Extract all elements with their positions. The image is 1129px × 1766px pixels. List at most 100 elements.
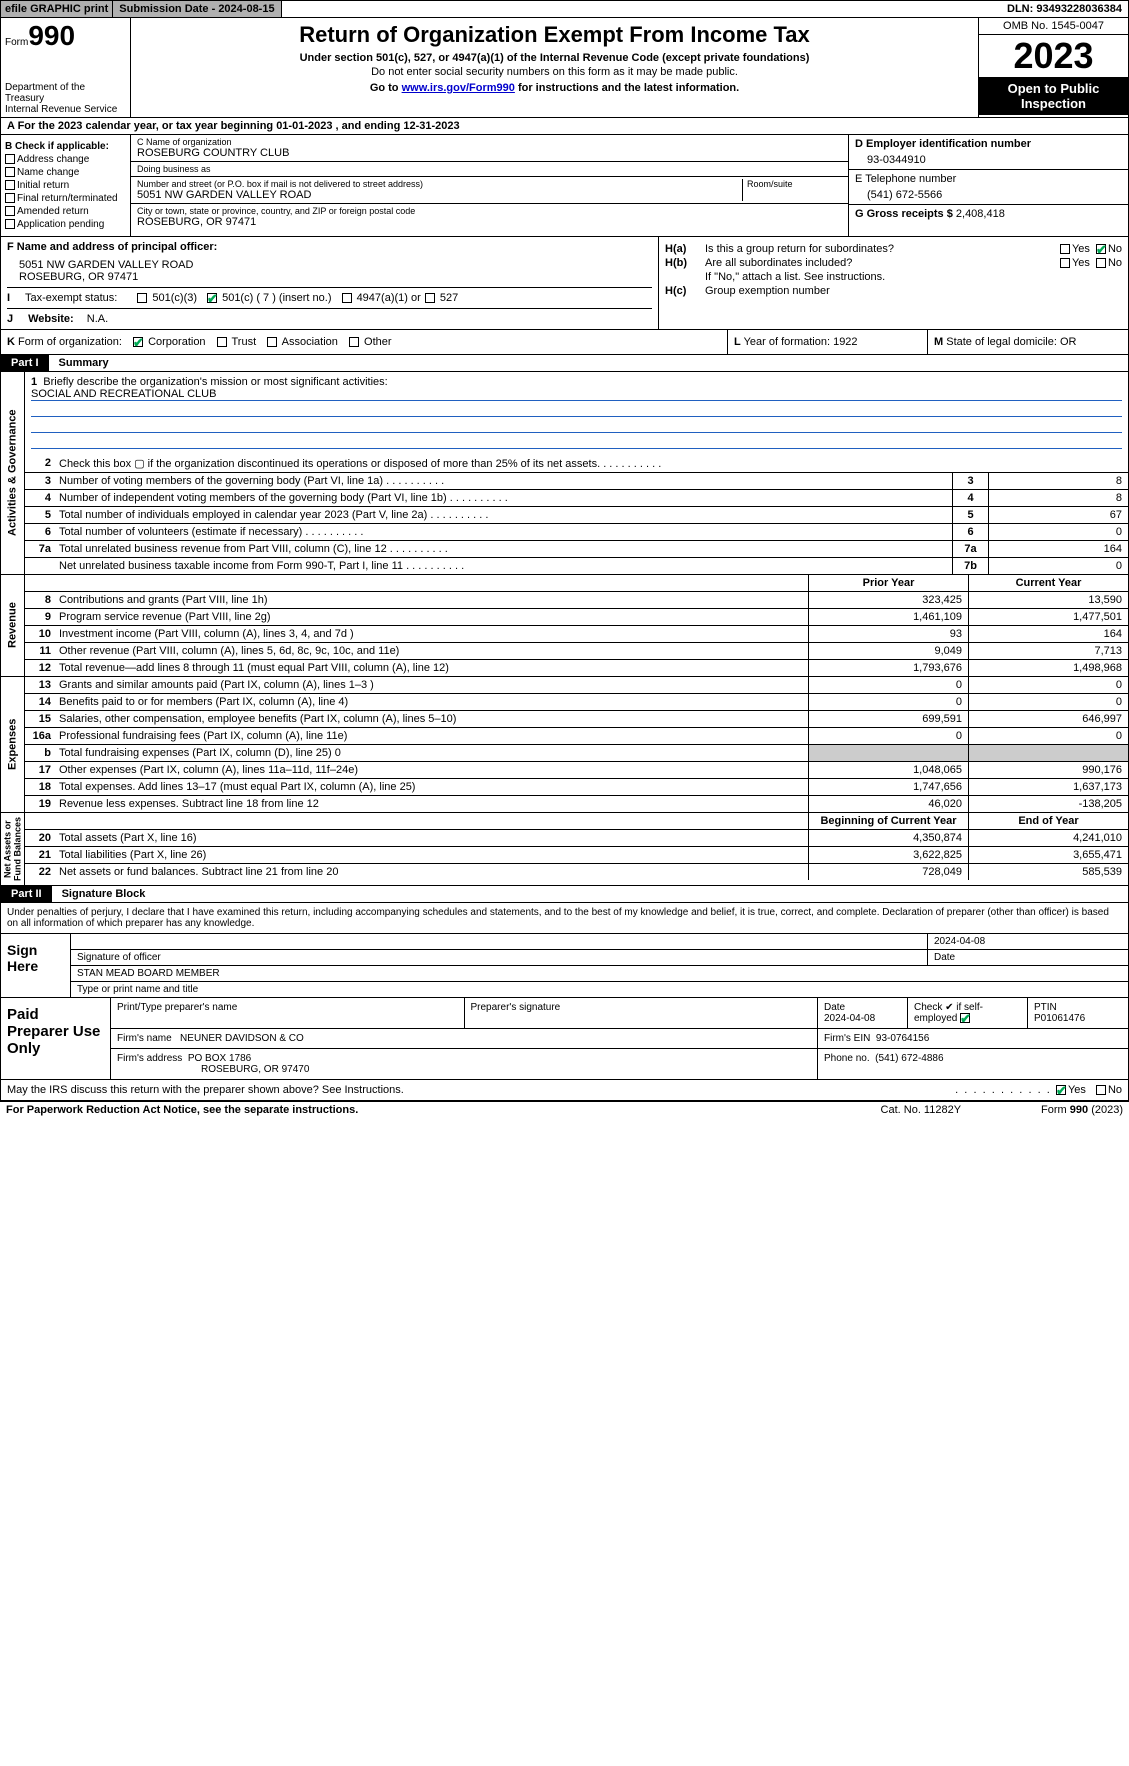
form-title: Return of Organization Exempt From Incom… [135,22,974,48]
h-a: H(a) Is this a group return for subordin… [665,243,1122,255]
checkbox-icon[interactable] [1060,244,1070,254]
form-number: 990 [28,20,75,51]
expenses-table: Expenses 13Grants and similar amounts pa… [0,677,1129,813]
paid-firm: Firm's name NEUNER DAVIDSON & CO Firm's … [111,1029,1128,1049]
ptin: P01061476 [1034,1013,1085,1024]
exp-row: 17Other expenses (Part IX, column (A), l… [25,762,1128,779]
checkbox-icon[interactable] [217,337,227,347]
col-b-title: B Check if applicable: [5,141,126,152]
checkbox-icon[interactable] [960,1013,970,1023]
checkbox-icon[interactable] [425,293,435,303]
vtab-netassets: Net Assets or Fund Balances [1,813,25,885]
part1-header: Part I Summary [0,355,1129,372]
submission-date: Submission Date - 2024-08-15 [113,1,281,17]
row-k: K Form of organization: Corporation Trus… [1,330,728,354]
org-name: ROSEBURG COUNTRY CLUB [137,147,842,159]
paid-preparer-block: Paid Preparer Use Only Print/Type prepar… [0,998,1129,1080]
exp-row: 19Revenue less expenses. Subtract line 1… [25,796,1128,812]
chk-final: Final return/terminated [5,193,126,204]
paid-addr: Firm's address PO BOX 1786ROSEBURG, OR 9… [111,1049,1128,1079]
checkbox-icon[interactable] [5,154,15,164]
row-m: M State of legal domicile: OR [928,330,1128,354]
tax-year: 2023 [979,35,1128,77]
form-header: Form990 Department of the Treasury Inter… [0,18,1129,118]
gov-row: 6Total number of volunteers (estimate if… [25,524,1128,541]
dln: DLN: 93493228036384 [1001,1,1128,17]
paid-hdr: Print/Type preparer's name Preparer's si… [111,998,1128,1029]
checkbox-icon[interactable] [5,193,15,203]
header-right: OMB No. 1545-0047 2023 Open to Public In… [978,18,1128,117]
footer: For Paperwork Reduction Act Notice, see … [0,1101,1129,1118]
open-inspection: Open to Public Inspection [979,77,1128,115]
sign-here-label: Sign Here [1,934,71,997]
checkbox-icon[interactable] [207,293,217,303]
website: N.A. [87,313,108,325]
gross-receipts: 2,408,418 [956,208,1005,220]
checkbox-icon[interactable] [137,293,147,303]
col-h: H(a) Is this a group return for subordin… [658,237,1128,329]
vtab-governance: Activities & Governance [1,372,25,574]
irs-link[interactable]: www.irs.gov/Form990 [402,82,515,94]
na-row: 20Total assets (Part X, line 16)4,350,87… [25,830,1128,847]
gov-row: Net unrelated business taxable income fr… [25,558,1128,574]
h-c: H(c)Group exemption number [665,285,1122,297]
revenue-table: Revenue Prior Year Current Year 8Contrib… [0,575,1129,677]
exp-row: 16aProfessional fundraising fees (Part I… [25,728,1128,745]
checkbox-icon[interactable] [5,180,15,190]
org-name-row: C Name of organization ROSEBURG COUNTRY … [131,135,848,162]
checkbox-icon[interactable] [349,337,359,347]
phone-cell: E Telephone number (541) 672-5566 [849,170,1128,205]
sig-officer-row: Signature of officerDate [71,950,1128,966]
mission-line [31,403,1122,417]
netassets-table: Net Assets or Fund Balances Beginning of… [0,813,1129,886]
paid-label: Paid Preparer Use Only [1,998,111,1079]
rev-row: 8Contributions and grants (Part VIII, li… [25,592,1128,609]
col-b: B Check if applicable: Address change Na… [1,135,131,236]
gross-cell: G Gross receipts $ 2,408,418 [849,205,1128,223]
checkbox-icon[interactable] [5,219,15,229]
checkbox-icon[interactable] [133,337,143,347]
header-sub1: Under section 501(c), 527, or 4947(a)(1)… [135,52,974,64]
dept-treasury: Department of the Treasury Internal Reve… [5,82,126,115]
checkbox-icon[interactable] [1096,258,1106,268]
row-klm: K Form of organization: Corporation Trus… [0,330,1129,355]
rev-header: Prior Year Current Year [25,575,1128,592]
col-f: F Name and address of principal officer:… [1,237,658,329]
gov-row: 7aTotal unrelated business revenue from … [25,541,1128,558]
omb-number: OMB No. 1545-0047 [979,18,1128,35]
org-city: ROSEBURG, OR 97471 [137,216,842,228]
checkbox-icon[interactable] [5,206,15,216]
phone: (541) 672-5566 [855,185,1122,201]
header-left: Form990 Department of the Treasury Inter… [1,18,131,117]
checkbox-icon[interactable] [342,293,352,303]
header-title-block: Return of Organization Exempt From Incom… [131,18,978,117]
h-b: H(b) Are all subordinates included? Yes … [665,257,1122,269]
chk-initial: Initial return [5,180,126,191]
exp-row: 15Salaries, other compensation, employee… [25,711,1128,728]
part2-header: Part II Signature Block [0,886,1129,903]
chk-pending: Application pending [5,219,126,230]
officer-addr1: 5051 NW GARDEN VALLEY ROAD [7,253,652,271]
line-a: A For the 2023 calendar year, or tax yea… [0,118,1129,135]
firm-ein: 93-0764156 [876,1033,929,1044]
row-l: L Year of formation: 1922 [728,330,928,354]
officer-addr2: ROSEBURG, OR 97471 [7,271,652,283]
checkbox-icon[interactable] [1060,258,1070,268]
ein-cell: D Employer identification number 93-0344… [849,135,1128,170]
col-de: D Employer identification number 93-0344… [848,135,1128,236]
gov-row: 4Number of independent voting members of… [25,490,1128,507]
prep-date: 2024-04-08 [824,1013,875,1024]
na-row: 21Total liabilities (Part X, line 26)3,6… [25,847,1128,864]
sig-name-row: STAN MEAD BOARD MEMBER [71,966,1128,982]
checkbox-icon[interactable] [1096,244,1106,254]
checkbox-icon[interactable] [1096,1085,1106,1095]
discuss-row: May the IRS discuss this return with the… [0,1080,1129,1101]
chk-address: Address change [5,154,126,165]
section-bcde: B Check if applicable: Address change Na… [0,135,1129,237]
checkbox-icon[interactable] [5,167,15,177]
checkbox-icon[interactable] [1056,1085,1066,1095]
row-j: J Website: N.A. [7,308,652,325]
sign-here-block: Sign Here 2024-04-08 Signature of office… [0,934,1129,998]
checkbox-icon[interactable] [267,337,277,347]
sig-date-row: 2024-04-08 [71,934,1128,950]
